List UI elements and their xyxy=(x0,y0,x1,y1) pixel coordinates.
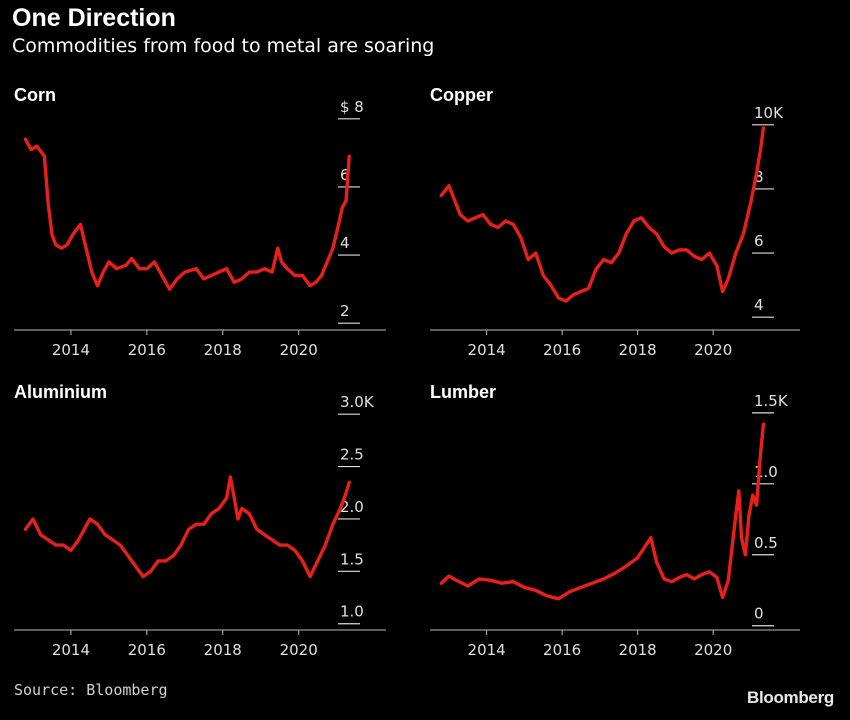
y-tick-label-copper: 10K xyxy=(754,104,784,122)
series-line-corn xyxy=(23,137,351,291)
x-tick-label-aluminium: 2018 xyxy=(204,641,242,659)
panel-title-copper: Copper xyxy=(430,85,493,105)
series-line-aluminium xyxy=(23,475,351,579)
x-tick-label-lumber: 2014 xyxy=(468,641,506,659)
panel-aluminium: Aluminium 2014 2016 2018 2020 1.0 1.5 2.0 2.5 3.… xyxy=(14,382,386,659)
bloomberg-logo: Bloomberg xyxy=(746,688,834,707)
y-tick-label-copper: 8 xyxy=(754,168,764,186)
y-tick-label-corn: 4 xyxy=(340,234,350,252)
panel-copper: Copper 2014 2016 2018 2020 4 6 8 10K xyxy=(430,85,800,359)
y-tick-label-aluminium: 3.0K xyxy=(340,393,375,411)
panel-title-aluminium: Aluminium xyxy=(14,382,107,402)
y-tick-label-aluminium: 2.0 xyxy=(340,498,364,516)
x-tick-label-copper: 2018 xyxy=(619,341,657,359)
chart-subtitle: Commodities from food to metal are soari… xyxy=(12,35,435,57)
y-tick-label-corn: $ 8 xyxy=(340,98,364,116)
chart-title: One Direction xyxy=(12,4,176,32)
x-tick-label-corn: 2014 xyxy=(52,341,90,359)
x-tick-label-corn: 2020 xyxy=(280,341,318,359)
y-tick-label-copper: 6 xyxy=(754,232,764,250)
y-tick-label-aluminium: 2.5 xyxy=(340,446,364,464)
series-line-lumber xyxy=(439,422,766,601)
y-tick-label-lumber: 0 xyxy=(754,605,764,623)
series-line-copper xyxy=(439,126,766,303)
x-tick-label-copper: 2020 xyxy=(694,341,732,359)
y-tick-label-lumber: 1.5K xyxy=(754,392,789,410)
y-tick-label-lumber: 0.5 xyxy=(754,534,778,552)
x-tick-label-lumber: 2020 xyxy=(694,641,732,659)
source-note: Source: Bloomberg xyxy=(14,681,168,699)
y-tick-label-corn: 2 xyxy=(340,302,350,320)
x-tick-label-lumber: 2018 xyxy=(619,641,657,659)
panel-corn: Corn 2014 2016 2018 2020 2 4 6 $ 8 xyxy=(14,85,386,359)
panel-title-corn: Corn xyxy=(14,85,56,105)
x-tick-label-copper: 2016 xyxy=(543,341,581,359)
y-tick-label-copper: 4 xyxy=(754,296,764,314)
x-tick-label-corn: 2016 xyxy=(128,341,166,359)
y-tick-label-corn: 6 xyxy=(340,166,350,184)
x-tick-label-aluminium: 2014 xyxy=(52,641,90,659)
x-tick-label-lumber: 2016 xyxy=(543,641,581,659)
y-tick-label-aluminium: 1.5 xyxy=(340,550,364,568)
x-tick-label-aluminium: 2016 xyxy=(128,641,166,659)
x-tick-label-copper: 2014 xyxy=(468,341,506,359)
y-tick-label-aluminium: 1.0 xyxy=(340,603,364,621)
x-tick-label-corn: 2018 xyxy=(204,341,242,359)
x-tick-label-aluminium: 2020 xyxy=(280,641,318,659)
panel-title-lumber: Lumber xyxy=(430,382,496,402)
